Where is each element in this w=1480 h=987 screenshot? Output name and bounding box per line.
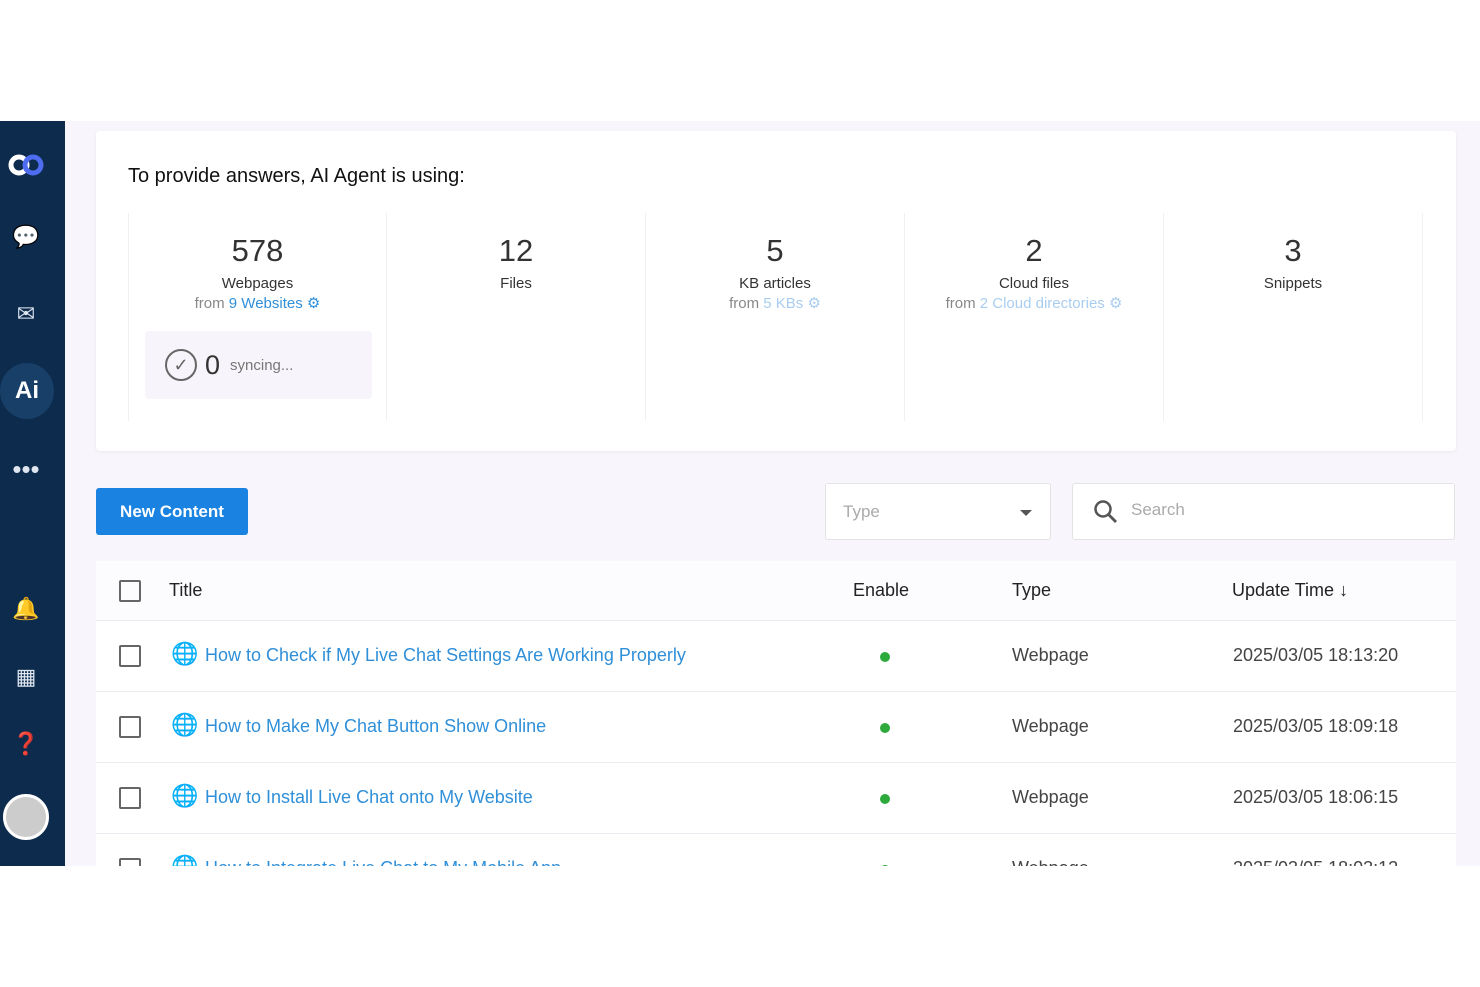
app: 💬 ✉ Ai ••• 🔔 ▦ ❓ To provide answers, AI … [0, 121, 1480, 866]
websites-link[interactable]: 9 Websites [228, 295, 303, 312]
header-type: Type [1012, 580, 1052, 600]
stat-label: Cloud files [998, 275, 1070, 292]
stat-label: Files [500, 275, 532, 292]
stat-number: 5 [766, 233, 784, 268]
row-title-link[interactable]: How to Install Live Chat onto My Website [205, 787, 533, 807]
select-all-checkbox[interactable] [119, 580, 141, 602]
stat-number: 578 [231, 233, 284, 268]
stat-number: 2 [1025, 233, 1043, 268]
stat-files: 12 Files [387, 213, 646, 421]
messages-icon[interactable]: ✉ [16, 301, 36, 326]
gear-icon[interactable]: ⚙ [1108, 295, 1123, 312]
help-icon[interactable]: ❓ [12, 731, 40, 756]
ai-icon[interactable]: Ai [0, 363, 54, 419]
syncing-status: ✓ 0 syncing... [145, 331, 372, 399]
stat-snippets: 3 Snippets [1164, 213, 1423, 421]
new-content-button[interactable]: New Content [96, 488, 248, 535]
row-title-link[interactable]: How to Check if My Live Chat Settings Ar… [205, 645, 686, 665]
globe-icon: 🌐 [171, 641, 199, 666]
row-type: Webpage [1012, 645, 1089, 665]
stat-cloud-files: 2 Cloud files from 2 Cloud directories ⚙ [905, 213, 1164, 421]
row-update-time: 2025/03/05 18:03:12 [1233, 858, 1398, 866]
search-box [1072, 483, 1455, 540]
stat-label: Snippets [1263, 275, 1323, 292]
globe-icon: 🌐 [171, 783, 199, 808]
avatar-icon[interactable] [0, 791, 52, 843]
stat-kb-articles: 5 KB articles from 5 KBs ⚙ [646, 213, 905, 421]
row-update-time: 2025/03/05 18:06:15 [1233, 787, 1399, 807]
enabled-dot [880, 723, 890, 733]
row-checkbox[interactable] [119, 716, 141, 738]
stat-number: 12 [498, 233, 534, 268]
apps-icon[interactable]: ▦ [15, 664, 37, 689]
arrow-down-icon: ↓ [1339, 580, 1349, 600]
sidebar: 💬 ✉ Ai ••• 🔔 ▦ ❓ [0, 121, 65, 866]
globe-icon: 🌐 [171, 854, 198, 866]
header-enable: Enable [853, 580, 910, 600]
globe-icon: 🌐 [171, 712, 199, 737]
kbs-link[interactable]: 5 KBs [763, 295, 804, 312]
syncing-label: syncing... [230, 356, 294, 374]
logo-icon[interactable] [0, 139, 52, 191]
bell-icon[interactable]: 🔔 [12, 596, 40, 621]
table-row: 🌐 How to Install Live Chat onto My Websi… [96, 763, 1456, 834]
stat-label: Webpages [221, 275, 294, 292]
row-update-time: 2025/03/05 18:13:20 [1233, 645, 1399, 665]
enabled-dot [880, 794, 890, 804]
more-icon[interactable]: ••• [12, 453, 40, 484]
gear-icon[interactable]: ⚙ [306, 295, 321, 312]
enabled-dot [880, 652, 890, 662]
gear-icon[interactable]: ⚙ [807, 295, 821, 312]
stat-label: KB articles [739, 275, 811, 292]
stat-webpages: 578 Webpages from 9 Websites ⚙ ✓ 0 synci… [128, 213, 387, 421]
type-select[interactable]: Type [825, 483, 1051, 540]
search-icon [1094, 500, 1117, 523]
row-title-link[interactable]: How to Integrate Live Chat to My Mobile … [205, 858, 561, 866]
content-table: Title Enable Type Update Time ↓ 🌐 How to… [96, 561, 1456, 866]
row-type: Webpage [1012, 716, 1089, 736]
table-row: 🌐 How to Check if My Live Chat Settings … [96, 621, 1456, 692]
syncing-count: 0 [205, 349, 221, 380]
stat-number: 3 [1284, 233, 1302, 268]
cloud-directories-link[interactable]: 2 Cloud directories [979, 295, 1105, 312]
caret-down-icon [1020, 510, 1032, 516]
row-checkbox[interactable] [119, 858, 141, 866]
table-header: Title Enable Type Update Time ↓ [96, 561, 1456, 621]
summary-card: To provide answers, AI Agent is using: 5… [96, 131, 1456, 451]
from-text: from [945, 295, 976, 312]
header-update-time[interactable]: Update Time ↓ [1232, 580, 1348, 601]
row-title-link[interactable]: How to Make My Chat Button Show Online [205, 716, 547, 736]
table-row: 🌐 How to Make My Chat Button Show Online… [96, 692, 1456, 763]
row-update-time: 2025/03/05 18:09:18 [1233, 716, 1399, 736]
row-type: Webpage [1012, 858, 1089, 866]
from-text: from [194, 295, 225, 312]
chat-icon[interactable]: 💬 [12, 224, 40, 249]
enabled-dot [880, 865, 890, 866]
search-input[interactable] [1131, 500, 1431, 520]
row-checkbox[interactable] [119, 645, 141, 667]
row-checkbox[interactable] [119, 787, 141, 809]
summary-heading: To provide answers, AI Agent is using: [128, 165, 465, 187]
header-title[interactable]: Title [169, 580, 203, 600]
header-update-label: Update Time [1232, 580, 1335, 600]
row-type: Webpage [1012, 787, 1089, 807]
check-circle-icon: ✓ [165, 349, 197, 381]
from-text: from [729, 295, 760, 312]
table-row: 🌐 How to Integrate Live Chat to My Mobil… [96, 834, 1456, 866]
type-placeholder: Type [843, 502, 880, 521]
